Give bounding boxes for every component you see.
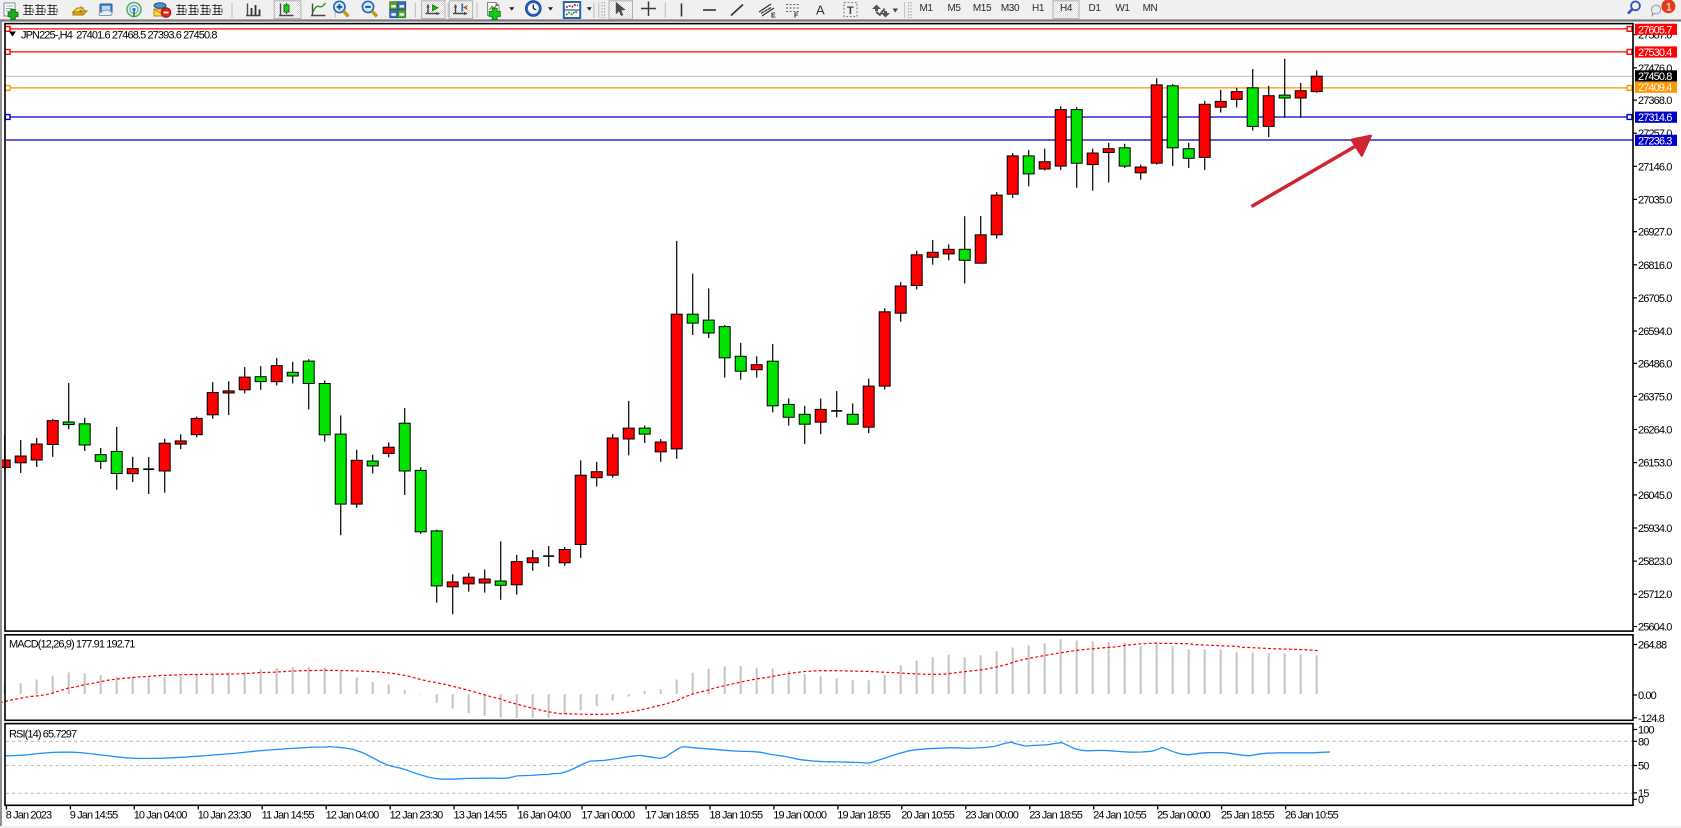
svg-text:80: 80	[1638, 736, 1649, 748]
svg-text:8 Jan 2023: 8 Jan 2023	[6, 810, 52, 822]
svg-text:26264.0: 26264.0	[1638, 425, 1672, 437]
svg-text:26594.0: 26594.0	[1638, 326, 1672, 338]
svg-text:27409.4: 27409.4	[1638, 82, 1672, 94]
svg-text:19 Jan 00:00: 19 Jan 00:00	[773, 810, 827, 822]
svg-text:27035.0: 27035.0	[1638, 194, 1672, 206]
svg-text:12 Jan 04:00: 12 Jan 04:00	[326, 810, 380, 822]
svg-text:27236.3: 27236.3	[1638, 135, 1672, 147]
svg-text:10 Jan 04:00: 10 Jan 04:00	[134, 810, 188, 822]
svg-text:W1: W1	[1115, 3, 1130, 14]
svg-text:17 Jan 18:55: 17 Jan 18:55	[645, 810, 699, 822]
svg-text:25 Jan 00:00: 25 Jan 00:00	[1157, 810, 1211, 822]
svg-text:T: T	[847, 5, 854, 17]
svg-text:E: E	[771, 13, 776, 20]
svg-text:MN: MN	[1143, 3, 1158, 14]
svg-text:23 Jan 00:00: 23 Jan 00:00	[965, 810, 1019, 822]
svg-text:26153.0: 26153.0	[1638, 458, 1672, 470]
svg-text:H4: H4	[1060, 3, 1073, 14]
svg-text:26045.0: 26045.0	[1638, 490, 1672, 502]
svg-text:26486.0: 26486.0	[1638, 358, 1672, 370]
svg-text:M15: M15	[973, 3, 992, 14]
svg-text:MACD(12,26,9) 177.91 192.71: MACD(12,26,9) 177.91 192.71	[9, 639, 135, 651]
svg-text:264.88: 264.88	[1638, 640, 1667, 652]
svg-text:19 Jan 18:55: 19 Jan 18:55	[837, 810, 891, 822]
svg-text:23 Jan 18:55: 23 Jan 18:55	[1029, 810, 1083, 822]
svg-text:24 Jan 10:55: 24 Jan 10:55	[1093, 810, 1147, 822]
svg-text:D1: D1	[1089, 3, 1102, 14]
svg-text:A: A	[816, 3, 825, 18]
svg-text:26 Jan 10:55: 26 Jan 10:55	[1285, 810, 1339, 822]
svg-text:27605.7: 27605.7	[1638, 24, 1672, 36]
svg-text:20 Jan 10:55: 20 Jan 10:55	[901, 810, 955, 822]
svg-text:27450.8: 27450.8	[1638, 71, 1672, 83]
svg-text:12 Jan 23:30: 12 Jan 23:30	[390, 810, 444, 822]
svg-text:11 Jan 14:55: 11 Jan 14:55	[262, 810, 315, 822]
svg-text:27530.4: 27530.4	[1638, 47, 1672, 59]
svg-text:13 Jan 14:55: 13 Jan 14:55	[454, 810, 508, 822]
svg-text:100: 100	[1638, 725, 1654, 737]
svg-text:17 Jan 00:00: 17 Jan 00:00	[581, 810, 635, 822]
svg-text:25 Jan 18:55: 25 Jan 18:55	[1221, 810, 1275, 822]
svg-text:JPN225-,H4 27401.6 27468.5 27: JPN225-,H4 27401.6 27468.5 27393.6 27450…	[21, 30, 217, 42]
svg-text:M30: M30	[1001, 3, 1020, 14]
svg-text:26375.0: 26375.0	[1638, 391, 1672, 403]
svg-text:50: 50	[1638, 761, 1649, 773]
svg-text:18 Jan 10:55: 18 Jan 10:55	[709, 810, 763, 822]
svg-text:-124.8: -124.8	[1638, 713, 1665, 725]
svg-text:25712.0: 25712.0	[1638, 589, 1672, 601]
svg-text:RSI(14) 65.7297: RSI(14) 65.7297	[9, 729, 77, 741]
svg-text:16 Jan 04:00: 16 Jan 04:00	[518, 810, 572, 822]
svg-text:0: 0	[1638, 794, 1644, 806]
svg-text:27314.6: 27314.6	[1638, 112, 1672, 124]
svg-text:27368.0: 27368.0	[1638, 95, 1672, 107]
svg-text:25934.0: 25934.0	[1638, 523, 1672, 535]
svg-text:25823.0: 25823.0	[1638, 556, 1672, 568]
svg-text:M5: M5	[947, 3, 961, 14]
svg-text:27146.0: 27146.0	[1638, 161, 1672, 173]
svg-text:26816.0: 26816.0	[1638, 260, 1672, 272]
svg-text:26927.0: 26927.0	[1638, 227, 1672, 239]
svg-text:15: 15	[1638, 788, 1649, 800]
svg-text:26705.0: 26705.0	[1638, 293, 1672, 305]
svg-text:10 Jan 23:30: 10 Jan 23:30	[198, 810, 252, 822]
svg-text:H1: H1	[1032, 3, 1045, 14]
svg-text:F: F	[794, 13, 799, 20]
svg-text:0.00: 0.00	[1638, 690, 1657, 702]
svg-text:25604.0: 25604.0	[1638, 622, 1672, 634]
svg-text:9 Jan 14:55: 9 Jan 14:55	[70, 810, 118, 822]
svg-text:M1: M1	[919, 3, 933, 14]
svg-text:1: 1	[1666, 2, 1672, 14]
